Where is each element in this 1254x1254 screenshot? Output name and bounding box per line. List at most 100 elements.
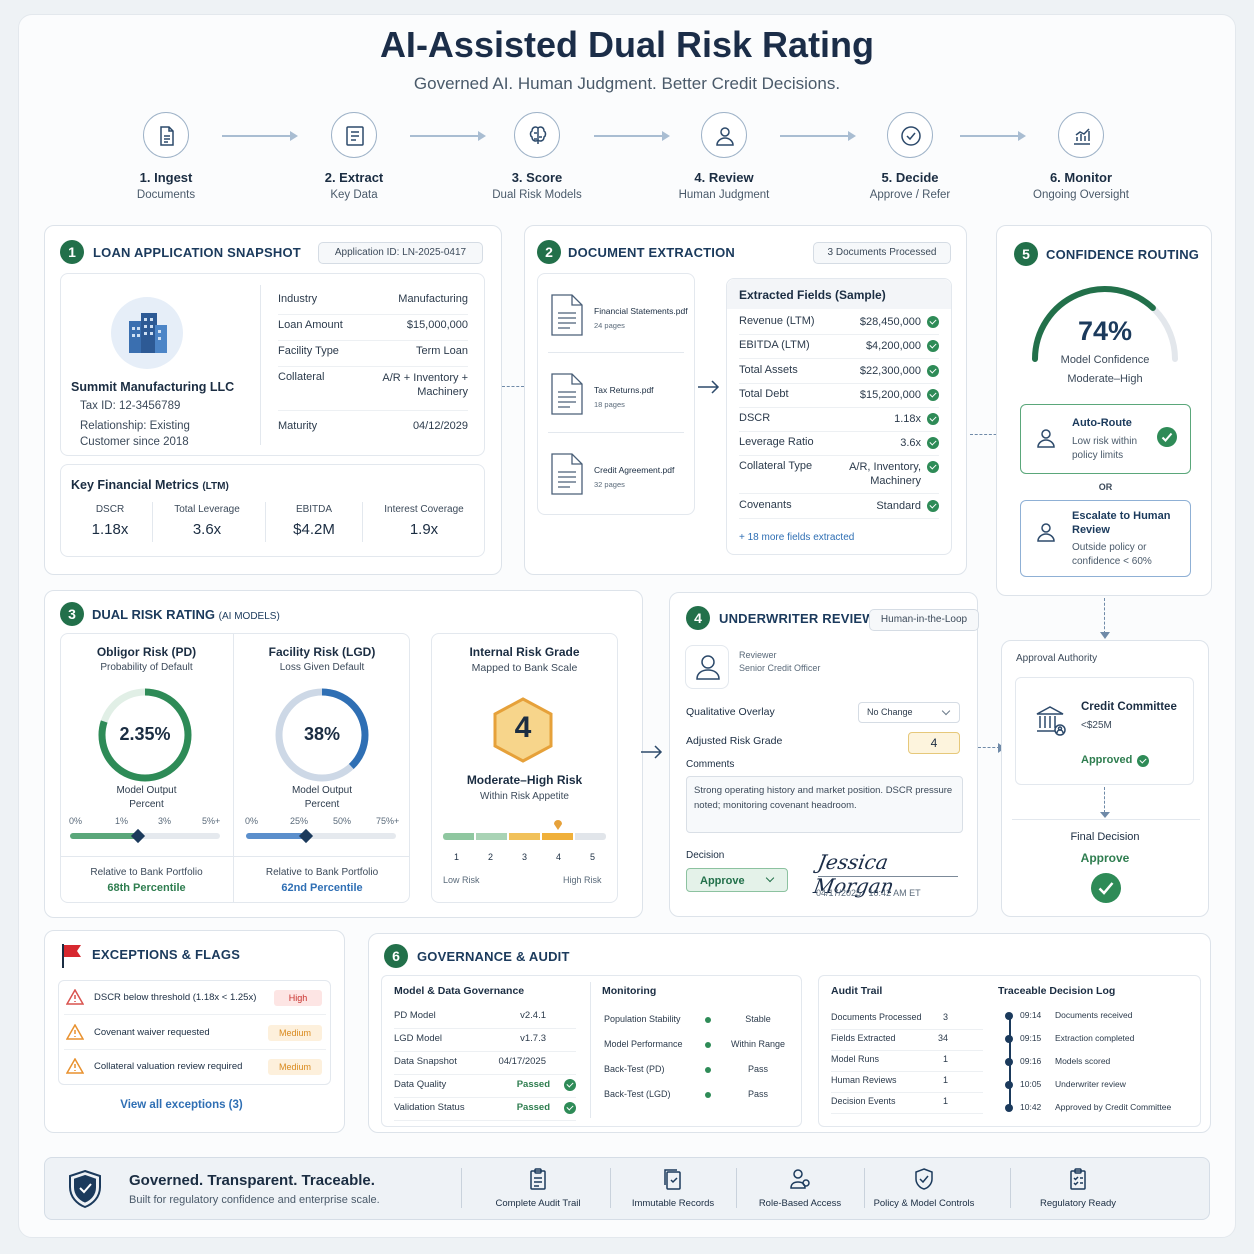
divider [362, 502, 363, 542]
model-governance-row: Data Quality Passed [394, 1079, 576, 1098]
dual-title: DUAL RISK RATING (AI MODELS) [92, 607, 280, 622]
metric-dscr: DSCR 1.18x [91, 504, 129, 538]
model-governance-row: PD Model v2.4.1 [394, 1010, 576, 1029]
decision-select[interactable]: Approve [686, 868, 788, 892]
arrow-right-icon [640, 743, 664, 766]
lgd-scale-label: 0% [245, 816, 259, 826]
footer-banner [44, 1157, 1210, 1220]
monitoring-title: Monitoring [602, 985, 657, 997]
monitoring-row: Population Stability Stable [604, 1014, 771, 1024]
pd-percentile: 68th Percentile [107, 882, 186, 894]
divider [265, 502, 266, 542]
severity-badge: Medium [268, 1059, 322, 1075]
adjusted-grade-input[interactable]: 4 [908, 732, 960, 754]
audit-trail-title: Audit Trail [831, 985, 883, 997]
person-icon [716, 127, 734, 146]
metrics-title: Key Financial Metrics (LTM) [71, 478, 229, 492]
lgd-relative: Relative to Bank Portfolio [265, 867, 379, 878]
escalate-title: Escalate to Human Review [1072, 510, 1171, 536]
divider [610, 1168, 611, 1208]
human-in-loop-badge: Human-in-the-Loop [869, 609, 979, 631]
footer-item-policy-controls[interactable]: Policy & Model Controls [862, 1168, 986, 1209]
footer-item-immutable-records[interactable]: Immutable Records [613, 1168, 733, 1209]
shield-icon [66, 1169, 104, 1214]
timeline-dot [1005, 1012, 1013, 1020]
footer-item-regulatory-ready[interactable]: Regulatory Ready [1018, 1168, 1138, 1209]
step-1[interactable] [143, 112, 189, 158]
relationship: Relationship: Existing [80, 420, 190, 432]
divider [233, 634, 234, 902]
shield-check-icon [915, 1168, 933, 1190]
divider [461, 1168, 462, 1208]
escalate-option[interactable] [1020, 500, 1191, 577]
extracted-field-row: DSCR 1.18x [739, 412, 939, 432]
governance-panel-left [381, 975, 802, 1127]
confidence-gauge [1032, 286, 1178, 362]
step-5[interactable] [887, 112, 933, 158]
document-name[interactable]: Tax Returns.pdf [594, 385, 654, 395]
final-decision-label: Final Decision [1070, 831, 1140, 843]
divider [64, 1014, 326, 1015]
check-icon [927, 437, 939, 449]
grade-appetite: Within Risk Appetite [480, 791, 569, 802]
extracted-field-row: Collateral Type A/R, Inventory, Machiner… [739, 460, 939, 494]
check-icon [927, 316, 939, 328]
exception-text[interactable]: Collateral valuation review required [94, 1061, 243, 1072]
step-3[interactable] [514, 112, 560, 158]
status-dot [705, 1092, 711, 1098]
more-fields-link[interactable]: + 18 more fields extracted [739, 532, 855, 543]
step-4[interactable] [701, 112, 747, 158]
document-name[interactable]: Credit Agreement.pdf [594, 465, 675, 475]
document-icon [160, 126, 174, 146]
check-icon [564, 1079, 576, 1091]
grade-scale-label: 5 [590, 852, 596, 862]
extracted-field-row: Total Assets $22,300,000 [739, 364, 939, 384]
exception-text[interactable]: Covenant waiver requested [94, 1027, 210, 1038]
loan-field-row: Loan Amount $15,000,000 [278, 319, 468, 341]
step-5-sub: Approve / Refer [869, 189, 951, 201]
committee-name: Credit Committee [1081, 701, 1177, 713]
confidence-value: 74% [1077, 316, 1133, 346]
warning-icon [65, 1023, 85, 1045]
view-all-exceptions-link[interactable]: View all exceptions (3) [120, 1099, 243, 1111]
divider [736, 1168, 737, 1208]
step-2[interactable] [331, 112, 377, 158]
overlay-label: Qualitative Overlay [686, 706, 775, 718]
pd-relative: Relative to Bank Portfolio [90, 867, 203, 878]
confidence-level: Moderate–High [1067, 373, 1143, 385]
exception-text[interactable]: DSCR below threshold (1.18x < 1.25x) [94, 992, 257, 1003]
document-pages: 18 pages [594, 400, 625, 409]
decision-label: Decision [686, 850, 725, 861]
document-pages: 32 pages [594, 480, 625, 489]
document-name[interactable]: Financial Statements.pdf [594, 306, 688, 316]
extract-icon [346, 126, 364, 146]
comments-textarea[interactable]: Strong operating history and market posi… [686, 776, 963, 833]
timeline-dot [1005, 1081, 1013, 1089]
section-number: 2 [537, 240, 561, 264]
escalate-desc: Outside policy or confidence < 60% [1072, 542, 1152, 567]
key-metrics-panel [60, 464, 485, 557]
step-6[interactable] [1058, 112, 1104, 158]
footer-item-role-based-access[interactable]: Role-Based Access [740, 1168, 860, 1209]
audit-row: Documents Processed 3 [831, 1012, 983, 1030]
pd-unit: Percent [129, 799, 164, 810]
connector-arrow [502, 386, 524, 387]
overlay-select[interactable]: No Change [858, 702, 960, 723]
footer-item-audit-trail[interactable]: Complete Audit Trail [478, 1168, 598, 1209]
low-risk-label: Low Risk [443, 875, 480, 885]
routing-title: CONFIDENCE ROUTING [1046, 247, 1200, 262]
arrow-head [1100, 632, 1110, 639]
loan-field-row: Facility Type Term Loan [278, 345, 468, 367]
step-arrow [222, 131, 298, 141]
step-arrow [410, 131, 486, 141]
status-dot [705, 1067, 711, 1073]
status-dot [705, 1017, 711, 1023]
step-6-title: 6. Monitor [1049, 170, 1113, 185]
application-id-badge: Application ID: LN-2025-0417 [318, 242, 483, 264]
or-separator: OR [1098, 482, 1113, 492]
bank-icon [1034, 703, 1068, 742]
final-decision-value: Approve [1080, 851, 1130, 865]
lgd-scale-label: 50% [333, 816, 352, 826]
metric-interest-coverage: Interest Coverage 1.9x [384, 504, 464, 538]
section-number: 5 [1014, 242, 1038, 266]
